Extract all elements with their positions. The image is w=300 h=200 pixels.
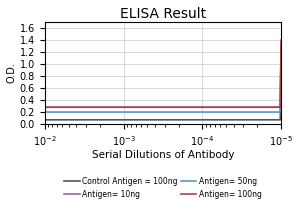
Antigen= 10ng — [44, 106, 47, 108]
Antigen= 10ng — [242, 106, 246, 108]
Antigen= 10ng — [279, 49, 283, 51]
Antigen= 50ng — [44, 111, 47, 113]
Antigen= 100ng — [242, 106, 246, 108]
Antigen= 50ng — [188, 111, 191, 113]
Antigen= 50ng — [43, 111, 46, 113]
Line: Antigen= 10ng: Antigen= 10ng — [45, 50, 281, 107]
Control Antigen = 100ng — [43, 119, 46, 121]
X-axis label: Serial Dilutions of Antibody: Serial Dilutions of Antibody — [92, 150, 234, 160]
Line: Control Antigen = 100ng: Control Antigen = 100ng — [45, 49, 281, 120]
Antigen= 10ng — [188, 106, 191, 108]
Control Antigen = 100ng — [184, 119, 187, 121]
Line: Antigen= 100ng: Antigen= 100ng — [45, 40, 281, 107]
Title: ELISA Result: ELISA Result — [120, 7, 206, 21]
Antigen= 10ng — [184, 106, 187, 108]
Control Antigen = 100ng — [242, 119, 246, 121]
Control Antigen = 100ng — [279, 48, 283, 50]
Antigen= 50ng — [183, 111, 187, 113]
Antigen= 100ng — [279, 39, 283, 41]
Antigen= 100ng — [43, 106, 46, 108]
Antigen= 50ng — [279, 45, 283, 47]
Antigen= 100ng — [188, 106, 191, 108]
Antigen= 10ng — [183, 106, 187, 108]
Antigen= 100ng — [183, 106, 187, 108]
Control Antigen = 100ng — [44, 119, 47, 121]
Antigen= 50ng — [257, 111, 261, 113]
Y-axis label: O.D.: O.D. — [7, 63, 17, 83]
Antigen= 100ng — [257, 106, 261, 108]
Control Antigen = 100ng — [188, 119, 191, 121]
Legend: Control Antigen = 100ng, Antigen= 10ng, Antigen= 50ng, Antigen= 100ng: Control Antigen = 100ng, Antigen= 10ng, … — [61, 174, 265, 200]
Control Antigen = 100ng — [257, 119, 261, 121]
Antigen= 50ng — [242, 111, 246, 113]
Antigen= 10ng — [43, 106, 46, 108]
Antigen= 10ng — [257, 106, 261, 108]
Antigen= 100ng — [184, 106, 187, 108]
Control Antigen = 100ng — [183, 119, 187, 121]
Antigen= 50ng — [184, 111, 187, 113]
Line: Antigen= 50ng: Antigen= 50ng — [45, 46, 281, 112]
Antigen= 100ng — [44, 106, 47, 108]
